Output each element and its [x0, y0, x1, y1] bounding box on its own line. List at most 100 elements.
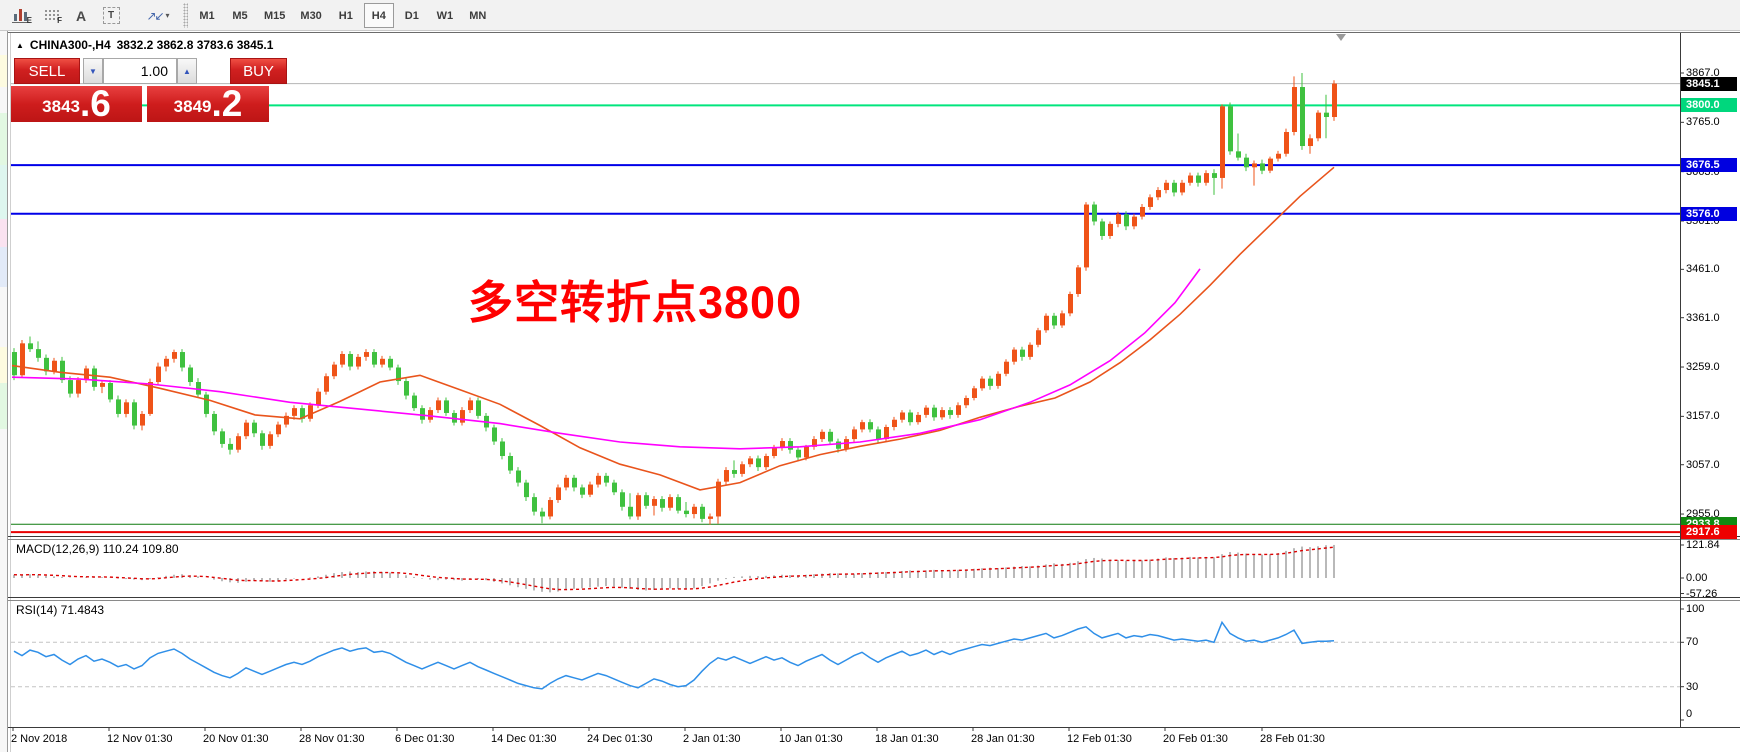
candle-up [804, 446, 809, 458]
candle-down [1092, 204, 1097, 222]
timeframe-button-d1[interactable]: D1 [404, 10, 419, 22]
candle-down [868, 422, 873, 430]
candle-up [1116, 214, 1121, 224]
candle-down [500, 441, 505, 457]
candle-up [556, 487, 561, 501]
candle-down [756, 458, 761, 468]
price-axis-tick-label: 3765.0 [1686, 116, 1720, 129]
candle-up [324, 376, 329, 392]
candle-up [332, 364, 337, 377]
grid-forecast-icon[interactable]: F [40, 4, 64, 27]
candle-up [292, 408, 297, 416]
candle-down [644, 495, 649, 506]
buy-price-pips: .2 [211, 83, 243, 124]
candle-up [1252, 163, 1257, 168]
timeframe-button-h4[interactable]: H4 [363, 3, 394, 28]
price-badge-2917.6: 2917.6 [1681, 525, 1737, 540]
candle-up [844, 439, 849, 449]
candle-down [988, 378, 993, 386]
candle-up [772, 447, 777, 457]
text-a-icon[interactable]: A [75, 7, 87, 24]
candle-down [908, 412, 913, 423]
candle-up [636, 495, 641, 517]
candle-up [1284, 131, 1289, 154]
toolbar-separator[interactable] [183, 3, 188, 28]
timeframe-button-m15[interactable]: M15 [264, 10, 286, 22]
candle-up [356, 356, 361, 367]
candle-up [1188, 175, 1193, 183]
volume-input[interactable]: 1.00 [103, 58, 177, 84]
candle-down [36, 349, 41, 358]
timeframe-button-row: M1 M5 M15 M30 H1 H4 D1 W1 MN [192, 3, 496, 28]
candle-up [964, 397, 969, 406]
chart-expert-icon[interactable]: E [8, 4, 34, 27]
candle-up [244, 422, 249, 437]
candle-down [684, 510, 689, 515]
volume-increase-button[interactable]: ▲ [177, 58, 197, 84]
time-axis-label: 28 Feb 01:30 [1260, 733, 1325, 745]
chart-annotation-text[interactable]: 多空转折点3800 [468, 277, 803, 328]
candle-down [188, 367, 193, 383]
candle-up [940, 410, 945, 418]
candle-down [420, 408, 425, 420]
candle-up [1164, 182, 1169, 191]
candle-down [660, 499, 665, 508]
symbol-header: ▲ CHINA300-,H4 3832.2 3862.8 3783.6 3845… [16, 38, 273, 52]
price-axis-tick-label: 3057.0 [1686, 458, 1720, 471]
candle-up [692, 506, 697, 515]
timeframe-button-m5[interactable]: M5 [232, 10, 248, 22]
chevron-down-icon: ▾ [165, 11, 170, 20]
candle-down [508, 456, 513, 471]
price-badge-3676.5: 3676.5 [1681, 158, 1737, 173]
candle-up [460, 410, 465, 423]
crosshair-arrows-icon[interactable]: ↗↙ ▾ [138, 4, 178, 27]
market-watch-edge[interactable] [0, 31, 8, 752]
volume-decrease-button[interactable]: ▼ [83, 58, 103, 84]
candle-up [1220, 106, 1225, 178]
candle-up [76, 380, 81, 394]
sell-price-pips: .6 [79, 83, 111, 124]
sell-price-display[interactable]: 3843 .6 [11, 83, 142, 124]
chart-window-top-border [8, 32, 1740, 33]
candle-down [1324, 112, 1329, 118]
timeframe-button-h1[interactable]: H1 [338, 10, 353, 22]
candle-up [172, 352, 177, 359]
candle-up [1140, 206, 1145, 217]
buy-button[interactable]: BUY [230, 58, 287, 84]
timeframe-button-m1[interactable]: M1 [199, 10, 215, 22]
price-axis-tick-label: 3361.0 [1686, 311, 1720, 324]
candle-up [708, 516, 713, 519]
candle-up [276, 424, 281, 435]
candle-down [796, 449, 801, 458]
chart-window-left-border [10, 33, 11, 752]
price-axis-tick-label: 3461.0 [1686, 263, 1720, 276]
candle-up [124, 402, 129, 414]
candle-up [156, 366, 161, 383]
buy-price-display[interactable]: 3849 .2 [147, 83, 269, 124]
candle-down [1100, 221, 1105, 236]
collapse-arrow-icon[interactable]: ▲ [16, 40, 24, 50]
time-axis-label: 2 Nov 2018 [11, 733, 68, 745]
timeframe-button-m30[interactable]: M30 [300, 10, 322, 22]
timeframe-button-w1[interactable]: W1 [436, 10, 454, 22]
candle-down [700, 506, 705, 519]
candle-down [180, 352, 185, 368]
time-axis-label: 24 Dec 01:30 [587, 733, 653, 745]
candle-down [412, 395, 417, 409]
candle-up [1148, 197, 1153, 207]
time-axis-label: 6 Dec 01:30 [395, 733, 455, 745]
candle-up [1108, 223, 1113, 236]
sell-button[interactable]: SELL [14, 58, 80, 84]
candle-down [68, 380, 73, 394]
time-axis-label: 14 Dec 01:30 [491, 733, 557, 745]
candle-up [596, 475, 601, 485]
text-box-icon[interactable]: T [100, 4, 122, 27]
timeframe-button-mn[interactable]: MN [469, 10, 487, 22]
rsi-axis-tick-label: 30 [1686, 680, 1699, 693]
candle-up [724, 470, 729, 482]
candle-up [548, 500, 553, 517]
candle-down [1212, 173, 1217, 178]
candle-up [1012, 349, 1017, 362]
macd-signal-line [13, 546, 1335, 591]
